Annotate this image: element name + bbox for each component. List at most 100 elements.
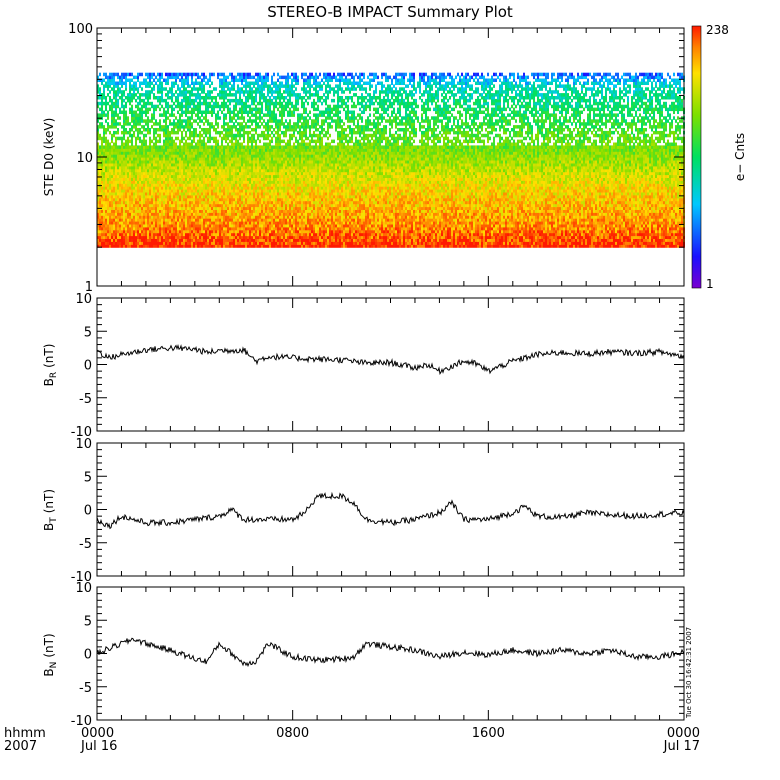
- spectrogram-cell: [679, 203, 681, 208]
- spectrogram-cell: [629, 223, 631, 228]
- spectrogram-cell: [389, 221, 391, 225]
- spectrogram-cell: [295, 209, 297, 213]
- spectrogram-cell: [299, 229, 301, 234]
- spectrogram-cell: [129, 212, 131, 216]
- spectrogram-cell: [667, 221, 669, 225]
- spectrogram-cell: [581, 223, 583, 228]
- spectrogram-cell: [227, 218, 229, 222]
- spectrogram-cell: [651, 212, 653, 216]
- spectrogram-cell: [617, 221, 619, 225]
- spectrogram-cell: [305, 232, 307, 237]
- spectrogram-cell: [493, 226, 495, 231]
- spectrogram-cell: [673, 215, 675, 219]
- spectrogram-cell: [379, 235, 381, 239]
- spectrogram-cell: [551, 203, 553, 208]
- spectrogram-cell: [317, 238, 319, 242]
- spectrogram-cell: [627, 229, 629, 234]
- spectrogram-cell: [201, 232, 203, 237]
- spectrogram-cell: [435, 244, 437, 248]
- spectrogram-cell: [507, 218, 509, 222]
- spectrogram-cell: [463, 212, 465, 216]
- spectrogram-cell: [487, 206, 489, 210]
- spectrogram-cell: [219, 209, 221, 213]
- spectrogram-cell: [529, 226, 531, 231]
- spectrogram-cell: [207, 235, 209, 239]
- spectrogram-cell: [281, 203, 283, 208]
- spectrogram-cell: [631, 200, 633, 205]
- spectrogram-cell: [439, 209, 441, 213]
- spectrogram-cell: [455, 209, 457, 213]
- spectrogram-cell: [609, 241, 611, 245]
- spectrogram-cell: [367, 223, 369, 228]
- spectrogram-cell: [513, 221, 515, 225]
- spectrogram-cell: [103, 223, 105, 228]
- spectrogram-cell: [241, 218, 243, 222]
- spectrogram-cell: [299, 232, 301, 237]
- spectrogram-cell: [471, 241, 473, 245]
- spectrogram-cell: [439, 218, 441, 222]
- spectrogram-cell: [285, 212, 287, 216]
- spectrogram-cell: [653, 203, 655, 208]
- spectrogram-cell: [543, 223, 545, 228]
- spectrogram-cell: [249, 241, 251, 245]
- spectrogram-cell: [509, 203, 511, 208]
- spectrogram-cell: [361, 209, 363, 213]
- spectrogram-cell: [535, 229, 537, 234]
- spectrogram-cell: [107, 229, 109, 234]
- spectrogram-cell: [227, 209, 229, 213]
- spectrogram-cell: [609, 209, 611, 213]
- spectrogram-cell: [467, 212, 469, 216]
- spectrogram-cell: [653, 215, 655, 219]
- spectrogram-cell: [459, 226, 461, 231]
- spectrogram-cell: [295, 229, 297, 234]
- spectrogram-cell: [431, 244, 433, 248]
- spectrogram-cell: [637, 221, 639, 225]
- spectrogram-cell: [157, 232, 159, 237]
- spectrogram-cell: [433, 215, 435, 219]
- spectrogram-cell: [225, 200, 227, 205]
- spectrogram-cell: [295, 223, 297, 228]
- spectrogram-cell: [293, 206, 295, 210]
- spectrogram-cell: [555, 218, 557, 222]
- spectrogram-cell: [465, 197, 467, 202]
- spectrogram-cell: [641, 221, 643, 225]
- spectrogram-cell: [533, 235, 535, 239]
- spectrogram-cell: [503, 244, 505, 248]
- spectrogram-cell: [357, 212, 359, 216]
- spectrogram-cell: [679, 209, 681, 213]
- spectrogram-cell: [139, 226, 141, 231]
- spectrogram-cell: [281, 218, 283, 222]
- spectrogram-cell: [219, 232, 221, 237]
- spectrogram-cell: [285, 218, 287, 222]
- spectrogram-cell: [269, 235, 271, 239]
- spectrogram-cell: [455, 244, 457, 248]
- spectrogram-cell: [489, 215, 491, 219]
- spectrogram-cell: [383, 212, 385, 216]
- spectrogram-cell: [131, 218, 133, 222]
- spectrogram-cell: [125, 241, 127, 245]
- spectrogram-cell: [181, 215, 183, 219]
- spectrogram-cell: [319, 200, 321, 205]
- spectrogram-cell: [639, 238, 641, 242]
- spectrogram-cell: [673, 238, 675, 242]
- spectrogram-cell: [551, 232, 553, 237]
- spectrogram-cell: [507, 215, 509, 219]
- spectrogram-cell: [141, 197, 143, 202]
- spectrogram-cell: [297, 238, 299, 242]
- spectrogram-cell: [561, 200, 563, 205]
- spectrogram-cell: [123, 197, 125, 202]
- spectrogram-cell: [249, 226, 251, 231]
- spectrogram-cell: [675, 226, 677, 231]
- spectrogram-cell: [287, 238, 289, 242]
- spectrogram-cell: [245, 212, 247, 216]
- spectrogram-cell: [149, 218, 151, 222]
- spectrogram-cell: [457, 218, 459, 222]
- spectrogram-cell: [115, 203, 117, 208]
- spectrogram-cell: [419, 203, 421, 208]
- spectrogram-cell: [625, 244, 627, 248]
- spectrogram-cell: [495, 209, 497, 213]
- spectrogram-cell: [673, 241, 675, 245]
- spectrogram-cell: [335, 215, 337, 219]
- spectrogram-cell: [281, 229, 283, 234]
- spectrogram-cell: [137, 200, 139, 205]
